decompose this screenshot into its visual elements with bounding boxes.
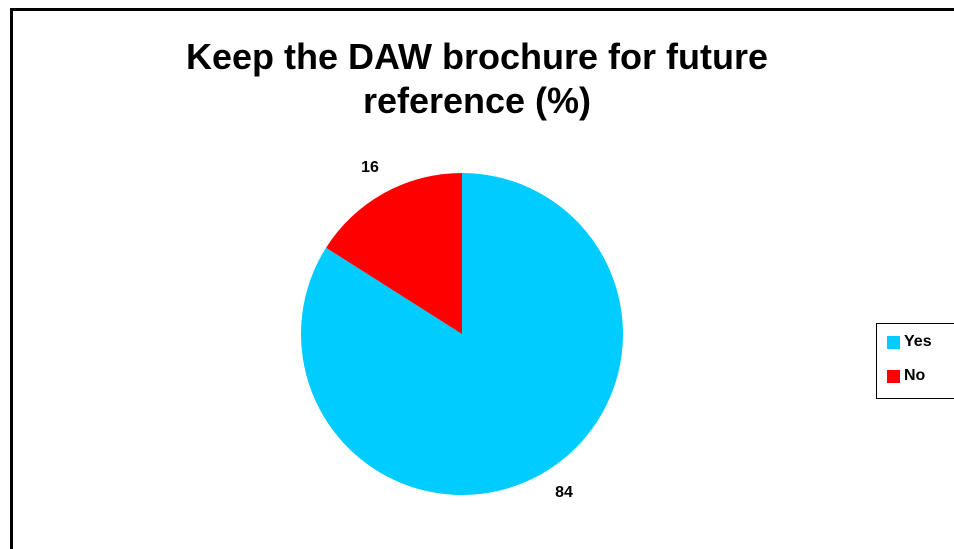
legend-item-yes: Yes — [887, 332, 932, 352]
legend-swatch-no — [887, 369, 900, 383]
legend-item-no: No — [887, 366, 925, 386]
legend-label-no: No — [904, 367, 926, 384]
legend-swatch-yes — [887, 335, 900, 349]
pie-slice-no — [326, 173, 462, 334]
legend-label-yes: Yes — [904, 333, 932, 350]
data-label-yes: 84 — [555, 484, 573, 501]
data-label-no: 16 — [361, 159, 379, 176]
legend: Yes No — [876, 323, 954, 399]
